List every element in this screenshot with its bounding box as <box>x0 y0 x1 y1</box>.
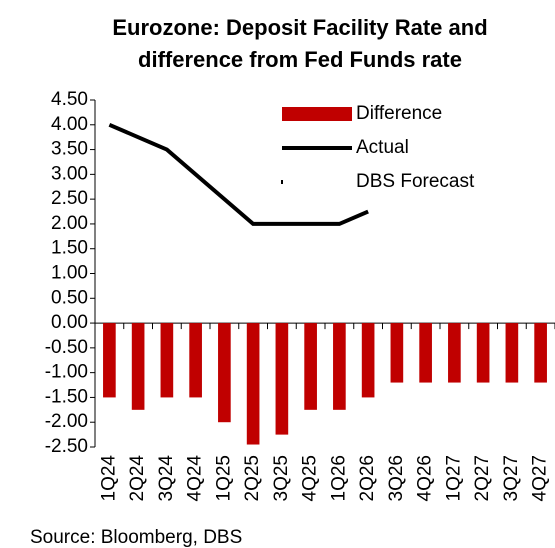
y-tick-label: 3.50 <box>51 139 88 160</box>
legend-label: Actual <box>356 137 409 158</box>
x-tick-label: 4Q24 <box>185 455 206 502</box>
chart-title: Eurozone: Deposit Facility Rate and <box>112 15 487 40</box>
x-tick-label: 1Q27 <box>443 455 464 501</box>
x-tick-label: 1Q26 <box>328 455 349 501</box>
chart-title: difference from Fed Funds rate <box>138 47 462 72</box>
x-tick-label: 4Q26 <box>415 455 436 501</box>
legend-label: DBS Forecast <box>356 171 475 192</box>
y-tick-label: 4.00 <box>51 114 88 135</box>
bar <box>131 323 145 410</box>
y-tick-label: 2.50 <box>51 188 88 209</box>
y-tick-label: -0.50 <box>45 337 88 358</box>
y-tick-label: 0.50 <box>51 287 88 308</box>
legend-swatch <box>281 180 283 184</box>
bar <box>246 323 260 445</box>
y-tick-label: -2.50 <box>45 436 88 457</box>
x-tick-label: 4Q27 <box>530 455 551 501</box>
y-tick-label: 1.00 <box>51 263 88 284</box>
x-tick-label: 1Q25 <box>213 455 234 501</box>
bar <box>361 323 375 398</box>
line <box>108 122 369 226</box>
legend-label: Difference <box>356 103 442 124</box>
y-tick-label: -1.50 <box>45 386 88 407</box>
y-tick-label: -1.00 <box>45 362 88 383</box>
x-tick-label: 3Q26 <box>386 455 407 501</box>
bar <box>103 323 116 398</box>
x-tick-label: 4Q25 <box>300 455 321 501</box>
bar <box>390 323 404 383</box>
x-tick-label: 2Q24 <box>127 455 148 502</box>
source: Source: Bloomberg, DBS <box>30 527 242 548</box>
x-tick-label: 2Q25 <box>242 455 263 501</box>
y-tick-label: 4.50 <box>51 89 88 110</box>
y-tick-label: 2.00 <box>51 213 88 234</box>
bar <box>419 323 432 383</box>
bar <box>505 323 519 383</box>
y-tick-label: 3.00 <box>51 163 88 184</box>
x-tick-label: 2Q26 <box>357 455 378 501</box>
x-tick-label: 3Q27 <box>501 455 522 501</box>
bar <box>448 323 461 383</box>
bar <box>304 323 317 410</box>
x-tick-label: 2Q27 <box>472 455 493 501</box>
y-tick-label: -2.00 <box>45 411 88 432</box>
legend-swatch <box>282 107 352 121</box>
bar <box>218 323 231 423</box>
bar <box>275 323 289 435</box>
y-tick-label: 1.50 <box>51 238 88 259</box>
bar <box>160 323 174 398</box>
bar <box>534 323 547 383</box>
x-tick-label: 3Q25 <box>271 455 292 501</box>
x-tick-label: 1Q24 <box>98 455 119 502</box>
bar <box>476 323 490 383</box>
x-tick-label: 3Q24 <box>156 455 177 502</box>
bar <box>333 323 346 410</box>
y-tick-label: 0.00 <box>51 312 88 333</box>
bar <box>189 323 202 398</box>
